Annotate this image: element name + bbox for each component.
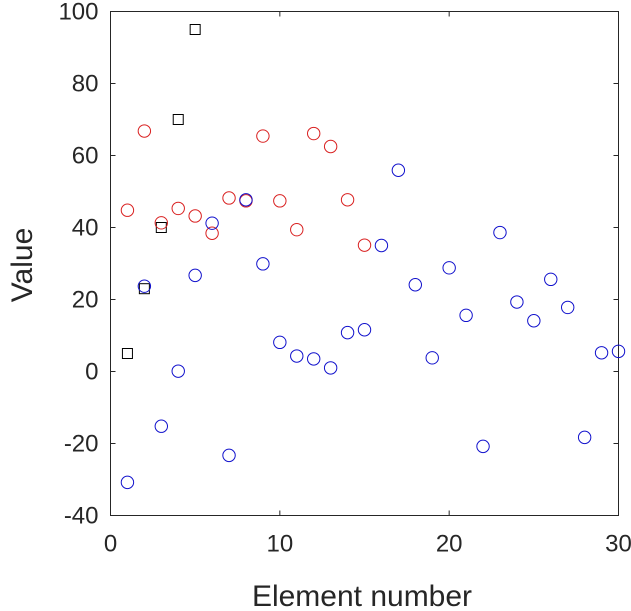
series-2-circle-marker	[357, 323, 372, 337]
y-tick-label: 20	[72, 287, 99, 314]
series-2-circle-marker	[340, 325, 355, 340]
y-tick-label: 0	[85, 359, 98, 386]
series-2-circle-marker	[323, 361, 338, 375]
series-2-circle-marker	[154, 419, 169, 433]
series-1-circle-marker	[323, 139, 338, 154]
series-1-circle-marker	[137, 124, 152, 138]
series-0-square-marker	[155, 222, 167, 233]
series-2-circle-marker	[577, 430, 592, 445]
series-2-circle-marker	[493, 225, 507, 240]
series-2-circle-marker	[527, 314, 541, 328]
x-axis-ticks: 0 10 20 30	[104, 11, 631, 558]
series-2-circle-marker	[408, 278, 422, 292]
series-1-circle-marker	[340, 193, 355, 207]
series-2-circle-marker	[120, 475, 135, 490]
series-2-circle-marker	[544, 272, 558, 287]
series-2-circle-marker	[256, 257, 270, 271]
series-2-circle-marker	[391, 163, 406, 177]
series-2-circle-marker	[273, 335, 287, 350]
y-tick-label: -40	[64, 503, 99, 530]
series-1-circle-marker	[188, 209, 202, 223]
series-2-circle-marker	[239, 193, 253, 207]
series-2-circle-marker	[307, 352, 321, 366]
x-tick-label: 0	[104, 531, 117, 558]
series-1-circle-marker	[273, 194, 287, 208]
series-0-square-marker	[189, 24, 201, 35]
x-tick-label: 20	[436, 531, 463, 558]
series-1-circle-marker	[171, 201, 185, 216]
series-0-square-marker	[138, 283, 150, 295]
series-2-circle-marker	[290, 349, 304, 363]
series-0-square-marker	[172, 114, 184, 125]
series-0-square-marker	[121, 348, 133, 359]
x-tick-label: 30	[605, 531, 631, 558]
series-2-circle-marker	[188, 268, 202, 283]
plot-axes	[110, 11, 619, 516]
series-1-circle-marker	[120, 203, 135, 217]
series-1-circle-marker	[307, 126, 321, 141]
series-2-circle-marker	[171, 364, 185, 378]
series-1-circle-marker	[256, 129, 270, 143]
series-2-circle-marker	[442, 261, 456, 275]
series-2-circle-marker	[374, 238, 389, 253]
x-axis-title: Element number	[252, 580, 472, 611]
series-2-circle-marker	[611, 344, 626, 359]
y-tick-label: 100	[58, 0, 98, 26]
data-markers	[120, 24, 626, 490]
series-2-circle-marker	[510, 295, 524, 309]
plot-frame	[110, 11, 619, 516]
y-tick-label: 60	[72, 143, 99, 170]
y-axis-title: Value	[6, 228, 39, 303]
y-tick-label: 80	[72, 71, 99, 98]
series-2-circle-marker	[137, 279, 152, 293]
x-tick-label: 10	[266, 531, 293, 558]
y-tick-label: 40	[72, 215, 99, 242]
y-axis-ticks: -40 -20 0 20 40 60 80 100	[58, 0, 619, 530]
series-2-circle-marker	[476, 439, 490, 454]
series-1-circle-marker	[357, 238, 372, 252]
series-2-circle-marker	[425, 351, 439, 365]
series-2-circle-marker	[459, 308, 473, 323]
series-1-circle-marker	[222, 191, 236, 205]
series-1-circle-marker	[290, 222, 304, 237]
series-2-circle-marker	[222, 448, 236, 463]
series-1-circle-marker	[239, 194, 253, 208]
series-1-circle-marker	[154, 216, 169, 230]
series-2-circle-marker	[561, 300, 575, 315]
series-2-circle-marker	[594, 346, 609, 360]
series-2-circle-marker	[205, 216, 219, 230]
series-1-circle-marker	[205, 226, 219, 240]
y-tick-label: -20	[64, 431, 99, 458]
